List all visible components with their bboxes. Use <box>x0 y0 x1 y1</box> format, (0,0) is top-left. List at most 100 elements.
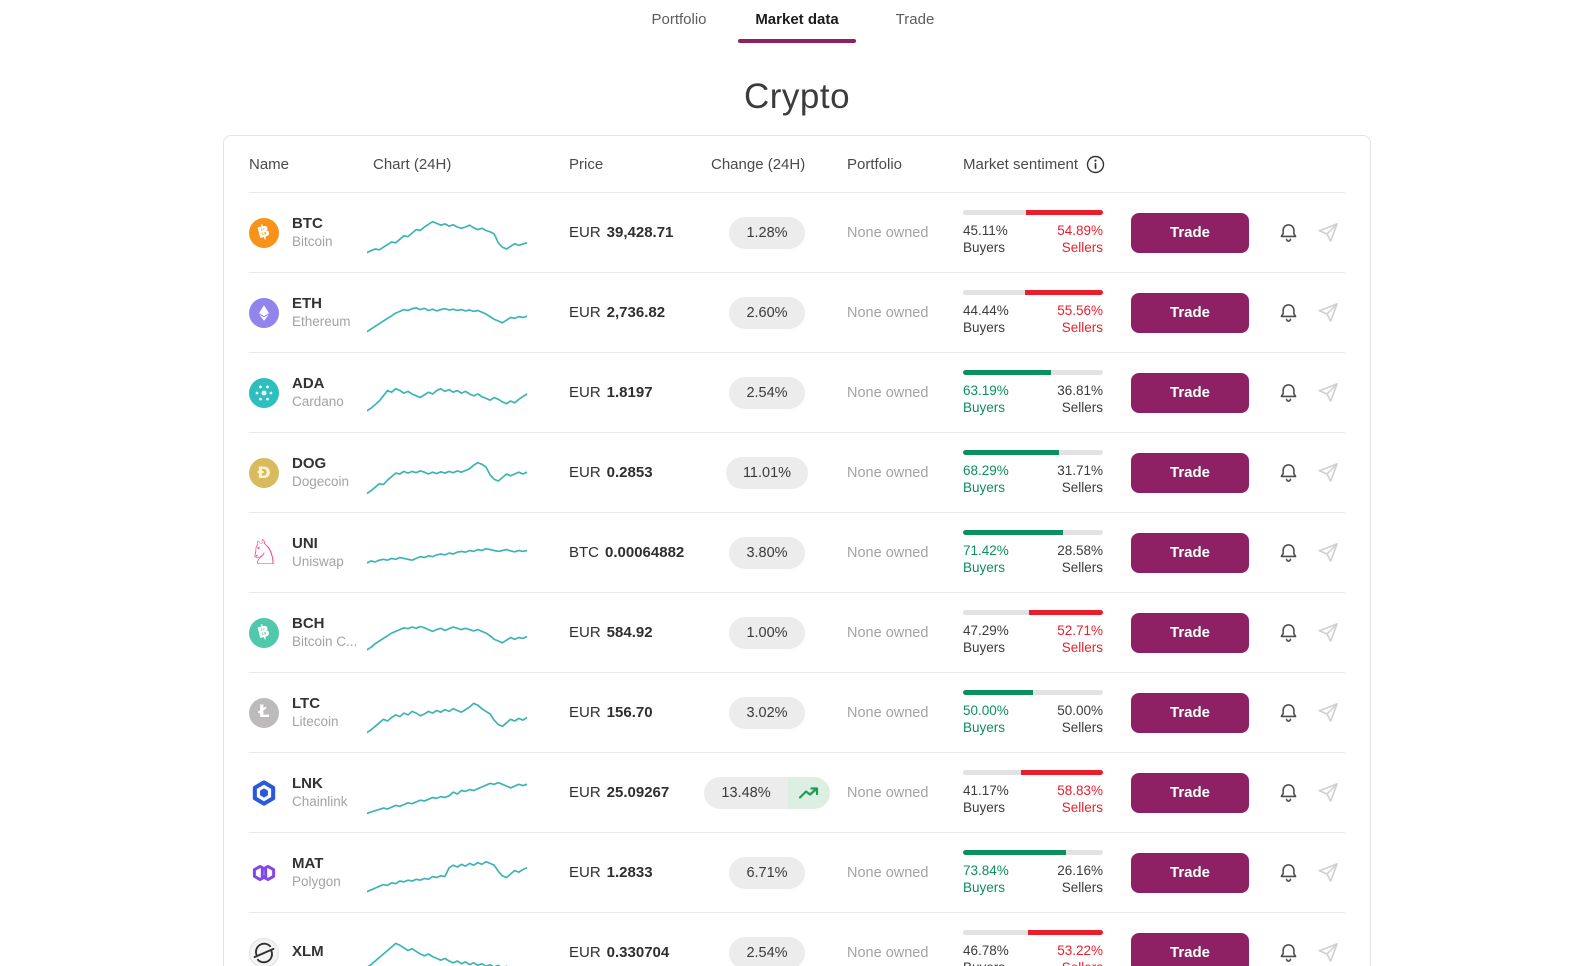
sellers-stat: 50.00% Sellers <box>1057 702 1103 736</box>
price: EUR 25.09267 <box>557 784 699 801</box>
buyers-bar-segment <box>963 929 1029 935</box>
info-icon[interactable] <box>1086 155 1105 174</box>
sparkline-chart <box>361 687 557 739</box>
trade-button[interactable]: Trade <box>1131 692 1249 733</box>
change-percent: 1.00% <box>729 616 805 649</box>
coin-name-cell[interactable]: ADA Cardano <box>249 375 361 410</box>
send-share-icon[interactable] <box>1316 221 1339 244</box>
ltc-coin-icon: Ł <box>249 697 279 728</box>
coin-symbol: LNK <box>292 775 323 792</box>
bell-alert-icon[interactable] <box>1277 861 1300 885</box>
crypto-market-table: Name Chart (24H) Price Change (24H) Port… <box>223 135 1371 966</box>
buyers-bar-segment <box>963 369 1052 375</box>
bell-alert-icon[interactable] <box>1277 461 1300 485</box>
coin-fullname: Litecoin <box>292 714 339 729</box>
buyers-label: Buyers <box>963 719 1006 735</box>
market-sentiment: 63.19% Buyers 36.81% Sellers <box>951 369 1117 416</box>
send-share-icon[interactable] <box>1316 381 1339 404</box>
send-share-icon[interactable] <box>1316 461 1339 484</box>
buyers-bar-segment <box>963 289 1026 295</box>
price: EUR 0.2853 <box>557 464 699 481</box>
coin-name-cell[interactable]: ฿ BCH Bitcoin C... <box>249 615 361 650</box>
bell-alert-icon[interactable] <box>1277 541 1300 565</box>
sellers-bar-segment <box>1020 769 1103 775</box>
trade-button[interactable]: Trade <box>1131 532 1249 573</box>
market-sentiment: 71.42% Buyers 28.58% Sellers <box>951 529 1117 576</box>
column-header-market-sentiment: Market sentiment <box>951 155 1275 174</box>
buyers-bar-segment <box>963 209 1027 215</box>
sellers-percent: 50.00% <box>1057 702 1103 718</box>
market-sentiment: 68.29% Buyers 31.71% Sellers <box>951 449 1117 496</box>
send-share-icon[interactable] <box>1316 941 1339 964</box>
tab-portfolio[interactable]: Portfolio <box>620 10 738 43</box>
coin-name-cell[interactable]: MAT Polygon <box>249 855 361 890</box>
buyers-percent: 41.17% <box>963 782 1009 798</box>
send-share-icon[interactable] <box>1316 301 1339 324</box>
price-currency: EUR <box>569 704 601 721</box>
price-amount: 2,736.82 <box>606 304 666 321</box>
coin-name-cell[interactable]: Ð DOG Dogecoin <box>249 455 361 490</box>
sentiment-bar <box>963 609 1103 615</box>
dog-coin-icon: Ð <box>249 457 279 488</box>
change-percent: 6.71% <box>729 856 805 889</box>
sellers-percent: 52.71% <box>1057 622 1103 638</box>
bell-alert-icon[interactable] <box>1277 941 1300 965</box>
portfolio-owned: None owned <box>847 544 929 561</box>
coin-fullname: Cardano <box>292 394 344 409</box>
send-share-icon[interactable] <box>1316 861 1339 884</box>
trade-button[interactable]: Trade <box>1131 452 1249 493</box>
buyers-percent: 71.42% <box>963 542 1009 558</box>
bell-alert-icon[interactable] <box>1277 381 1300 405</box>
buyers-bar-segment <box>963 449 1059 455</box>
send-share-icon[interactable] <box>1316 621 1339 644</box>
coin-name-cell[interactable]: ETH Ethereum <box>249 295 361 330</box>
sellers-percent: 55.56% <box>1057 302 1103 318</box>
send-share-icon[interactable] <box>1316 781 1339 804</box>
trade-button[interactable]: Trade <box>1131 612 1249 653</box>
price-amount: 39,428.71 <box>606 224 674 241</box>
coin-name-cell[interactable]: ♘ UNI Uniswap <box>249 535 361 570</box>
trade-button[interactable]: Trade <box>1131 292 1249 333</box>
sellers-label: Sellers <box>1061 559 1103 575</box>
coin-name-cell[interactable]: LNK Chainlink <box>249 775 361 810</box>
change-badge: 1.28% <box>729 216 805 249</box>
tab-trade[interactable]: Trade <box>856 10 974 43</box>
coin-name-cell[interactable]: ฿ BTC Bitcoin <box>249 215 361 250</box>
trade-button[interactable]: Trade <box>1131 372 1249 413</box>
change-badge: 2.54% <box>729 936 805 966</box>
buyers-percent: 44.44% <box>963 302 1009 318</box>
sparkline-chart <box>361 767 557 819</box>
sellers-bar-segment <box>1051 369 1103 375</box>
market-sentiment-label: Market sentiment <box>963 155 1079 173</box>
send-share-icon[interactable] <box>1316 541 1339 564</box>
bell-alert-icon[interactable] <box>1277 701 1300 725</box>
buyers-label: Buyers <box>963 239 1006 255</box>
bell-alert-icon[interactable] <box>1277 621 1300 645</box>
sellers-stat: 31.71% Sellers <box>1057 462 1103 496</box>
tab-active-underline <box>856 39 974 43</box>
trade-button[interactable]: Trade <box>1131 852 1249 893</box>
tab-label: Market data <box>755 11 839 28</box>
price: EUR 39,428.71 <box>557 224 699 241</box>
portfolio-owned: None owned <box>847 704 929 721</box>
bell-alert-icon[interactable] <box>1277 301 1300 325</box>
price-currency: EUR <box>569 784 601 801</box>
buyers-bar-segment <box>963 529 1063 535</box>
buyers-percent: 68.29% <box>963 462 1009 478</box>
bell-alert-icon[interactable] <box>1277 781 1300 805</box>
send-share-icon[interactable] <box>1316 701 1339 724</box>
sparkline-chart <box>361 927 557 966</box>
table-row-ltc: Ł LTC Litecoin EUR 156.70 3.02% None owne… <box>249 672 1345 752</box>
trade-button[interactable]: Trade <box>1131 772 1249 813</box>
price: EUR 156.70 <box>557 704 699 721</box>
sellers-label: Sellers <box>1057 959 1103 966</box>
tab-market-data[interactable]: Market data <box>738 10 856 43</box>
price: EUR 584.92 <box>557 624 699 641</box>
trade-button[interactable]: Trade <box>1131 932 1249 966</box>
coin-name-cell[interactable]: XLM <box>249 937 361 966</box>
sparkline-chart <box>361 367 557 419</box>
trade-button[interactable]: Trade <box>1131 212 1249 253</box>
bell-alert-icon[interactable] <box>1277 221 1300 245</box>
coin-name-cell[interactable]: Ł LTC Litecoin <box>249 695 361 730</box>
buyers-stat: 63.19% Buyers <box>963 382 1009 416</box>
